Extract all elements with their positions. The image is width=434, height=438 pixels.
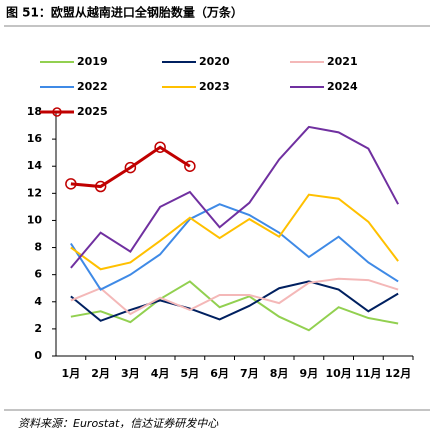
y-tick-label: 14 [27, 159, 43, 172]
legend-label: 2019 [77, 55, 108, 68]
series-line [70, 280, 399, 322]
x-tick-label: 11月 [355, 367, 381, 380]
chart-title: 图 51：欧盟从越南进口全钢胎数量（万条） [6, 5, 243, 20]
x-tick-label: 12月 [385, 367, 411, 380]
y-tick-label: 18 [27, 105, 42, 118]
x-tick-label: 2月 [91, 367, 110, 380]
y-tick-label: 2 [34, 322, 42, 335]
legend-label: 2020 [199, 55, 230, 68]
source: 资料来源：Eurostat，信达证券研发中心 [18, 417, 219, 430]
series-line [70, 277, 399, 316]
point-marker [124, 161, 137, 174]
y-tick-label: 0 [34, 349, 42, 362]
legend-label: 2023 [199, 80, 230, 93]
series-line [70, 145, 191, 189]
point-marker [154, 141, 166, 153]
legend-label: 2025 [77, 105, 108, 118]
y-tick-label: 8 [34, 241, 42, 254]
y-tick-label: 16 [27, 132, 43, 145]
x-tick-label: 1月 [62, 367, 81, 380]
series-line [70, 280, 399, 332]
x-tick-label: 8月 [270, 367, 289, 380]
y-tick-label: 6 [34, 268, 42, 281]
legend-label: 2024 [327, 80, 358, 93]
x-tick-label: 3月 [121, 367, 140, 380]
point-marker [94, 180, 107, 193]
legend-label: 2022 [77, 80, 108, 93]
series-line [70, 125, 400, 269]
x-tick-label: 6月 [210, 367, 229, 380]
y-tick-label: 4 [34, 295, 42, 308]
legend-marker [52, 107, 62, 117]
x-tick-label: 7月 [240, 367, 259, 380]
series-line [70, 203, 399, 291]
x-tick-label: 4月 [151, 367, 170, 380]
y-tick-label: 12 [27, 186, 42, 199]
point-marker [184, 160, 196, 172]
y-tick-label: 10 [27, 213, 43, 226]
x-tick-label: 9月 [300, 367, 319, 380]
x-tick-label: 5月 [181, 367, 200, 380]
point-marker [65, 178, 77, 190]
series-line [70, 193, 399, 271]
legend-label: 2021 [327, 55, 358, 68]
x-tick-label: 10月 [325, 367, 351, 380]
